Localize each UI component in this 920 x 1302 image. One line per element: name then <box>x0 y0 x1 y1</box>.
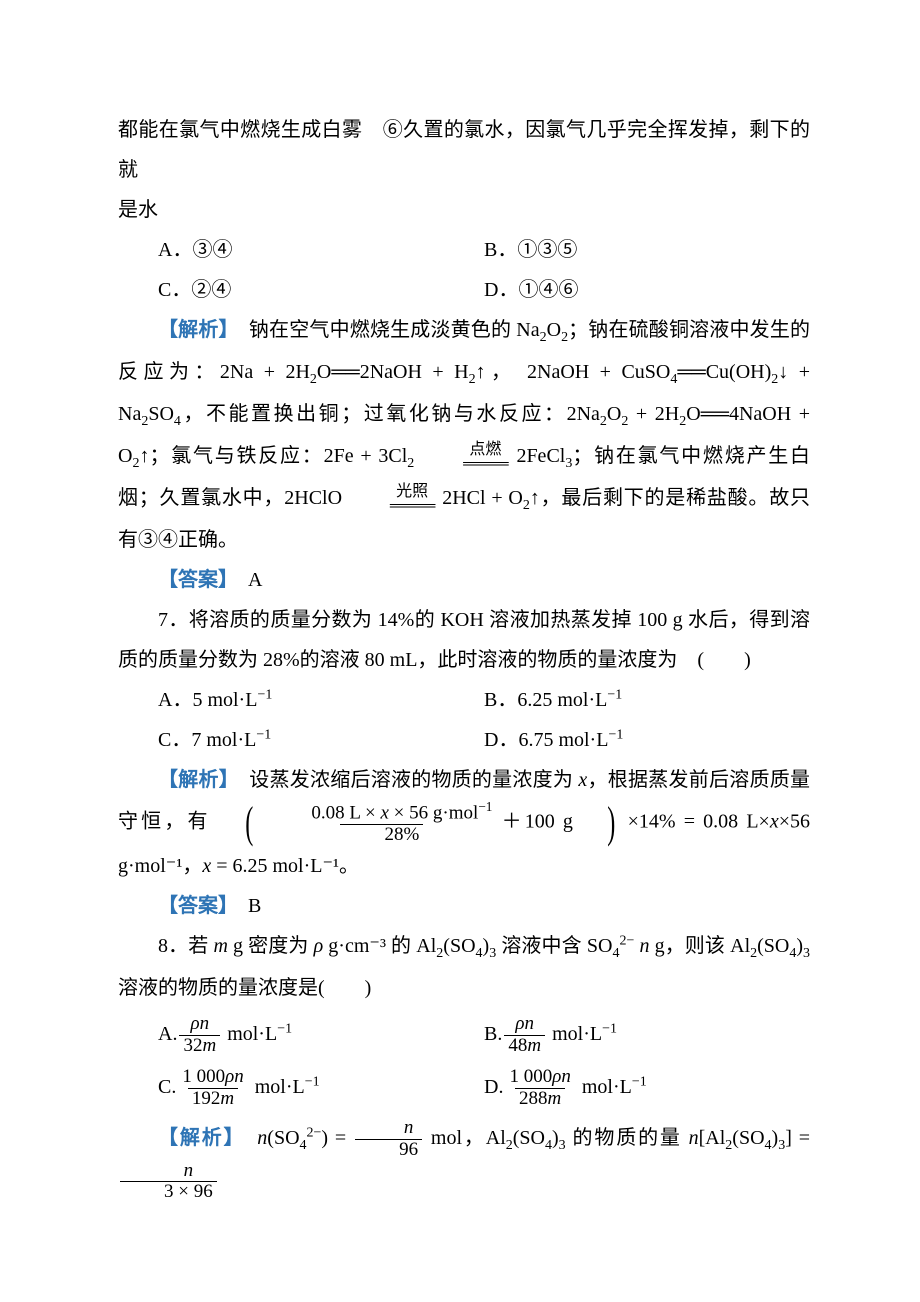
q6-choice-c: C．②④ <box>158 270 484 310</box>
q7-answer: 【答案】 B <box>118 886 810 926</box>
q6-choices-row-2: C．②④ D．①④⑥ <box>158 270 810 310</box>
q8-explanation: 【解析】 n(SO42−) = n96 mol，Al2(SO4)3 的物质的量 … <box>118 1118 810 1204</box>
q6-choice-d: D．①④⑥ <box>484 270 810 310</box>
q7-choice-d: D．6.75 mol·L−1 <box>484 720 810 760</box>
explain-label: 【解析】 <box>158 769 229 791</box>
right-paren-icon: ) <box>585 801 615 845</box>
q8-choices-row-1: A.ρn32m mol·L−1 B.ρn48m mol·L−1 <box>158 1014 810 1057</box>
answer-label: 【答案】 <box>158 895 228 917</box>
q7-choices-row-2: C．7 mol·L−1 D．6.75 mol·L−1 <box>158 720 810 760</box>
explain-label: 【解析】 <box>158 319 229 341</box>
q6-answer: 【答案】 A <box>118 560 810 600</box>
q8-choice-b: B.ρn48m mol·L−1 <box>484 1014 810 1057</box>
q6-answer-value: A <box>228 569 262 591</box>
q7-choice-b: B．6.25 mol·L−1 <box>484 680 810 720</box>
q7-fraction: 0.08 L × x × 56 g·mol−128% <box>267 800 496 846</box>
q8-stem: 8．若 m g 密度为 ρ g·cm⁻³ 的 Al2(SO4)3 溶液中含 SO… <box>118 926 810 1008</box>
q7-choice-a: A．5 mol·L−1 <box>158 680 484 720</box>
q7-stem: 7．将溶质的质量分数为 14%的 KOH 溶液加热蒸发掉 100 g 水后，得到… <box>118 600 810 680</box>
q7-answer-value: B <box>228 895 261 917</box>
reaction-arrow-light: 光照═════ <box>350 484 435 514</box>
q8-choice-d: D.1 000ρn288m mol·L−1 <box>484 1067 810 1110</box>
q8-choices-row-2: C.1 000ρn192m mol·L−1 D.1 000ρn288m mol·… <box>158 1067 810 1110</box>
q6-explanation: 【解析】 钠在空气中燃烧生成淡黄色的 Na2O2；钠在硫酸铜溶液中发生的反应为：… <box>118 310 810 560</box>
left-paren-icon: ( <box>223 801 253 845</box>
fragment-line-2: 是水 <box>118 190 810 230</box>
page: 都能在氯气中燃烧生成白雾 ⑥久置的氯水，因氯气几乎完全挥发掉，剩下的就 是水 A… <box>0 0 920 1302</box>
q7-explanation: 【解析】 设蒸发浓缩后溶液的物质的量浓度为 x，根据蒸发前后溶质质量守恒，有(0… <box>118 760 810 886</box>
q6-explain-text: 钠在空气中燃烧生成淡黄色的 Na2O2；钠在硫酸铜溶液中发生的反应为：2Na +… <box>118 319 810 551</box>
reaction-arrow-ignite: 点燃═════ <box>423 442 508 472</box>
explain-label: 【解析】 <box>158 1127 235 1149</box>
q6-choice-a: A．③④ <box>158 230 484 270</box>
q6-choice-b: B．①③⑤ <box>484 230 810 270</box>
q7-choice-c: C．7 mol·L−1 <box>158 720 484 760</box>
fragment-line-1: 都能在氯气中燃烧生成白雾 ⑥久置的氯水，因氯气几乎完全挥发掉，剩下的就 <box>118 110 810 190</box>
answer-label: 【答案】 <box>158 569 228 591</box>
q7-choices-row-1: A．5 mol·L−1 B．6.25 mol·L−1 <box>158 680 810 720</box>
q8-choice-a: A.ρn32m mol·L−1 <box>158 1014 484 1057</box>
q8-choice-c: C.1 000ρn192m mol·L−1 <box>158 1067 484 1110</box>
q6-choices-row-1: A．③④ B．①③⑤ <box>158 230 810 270</box>
